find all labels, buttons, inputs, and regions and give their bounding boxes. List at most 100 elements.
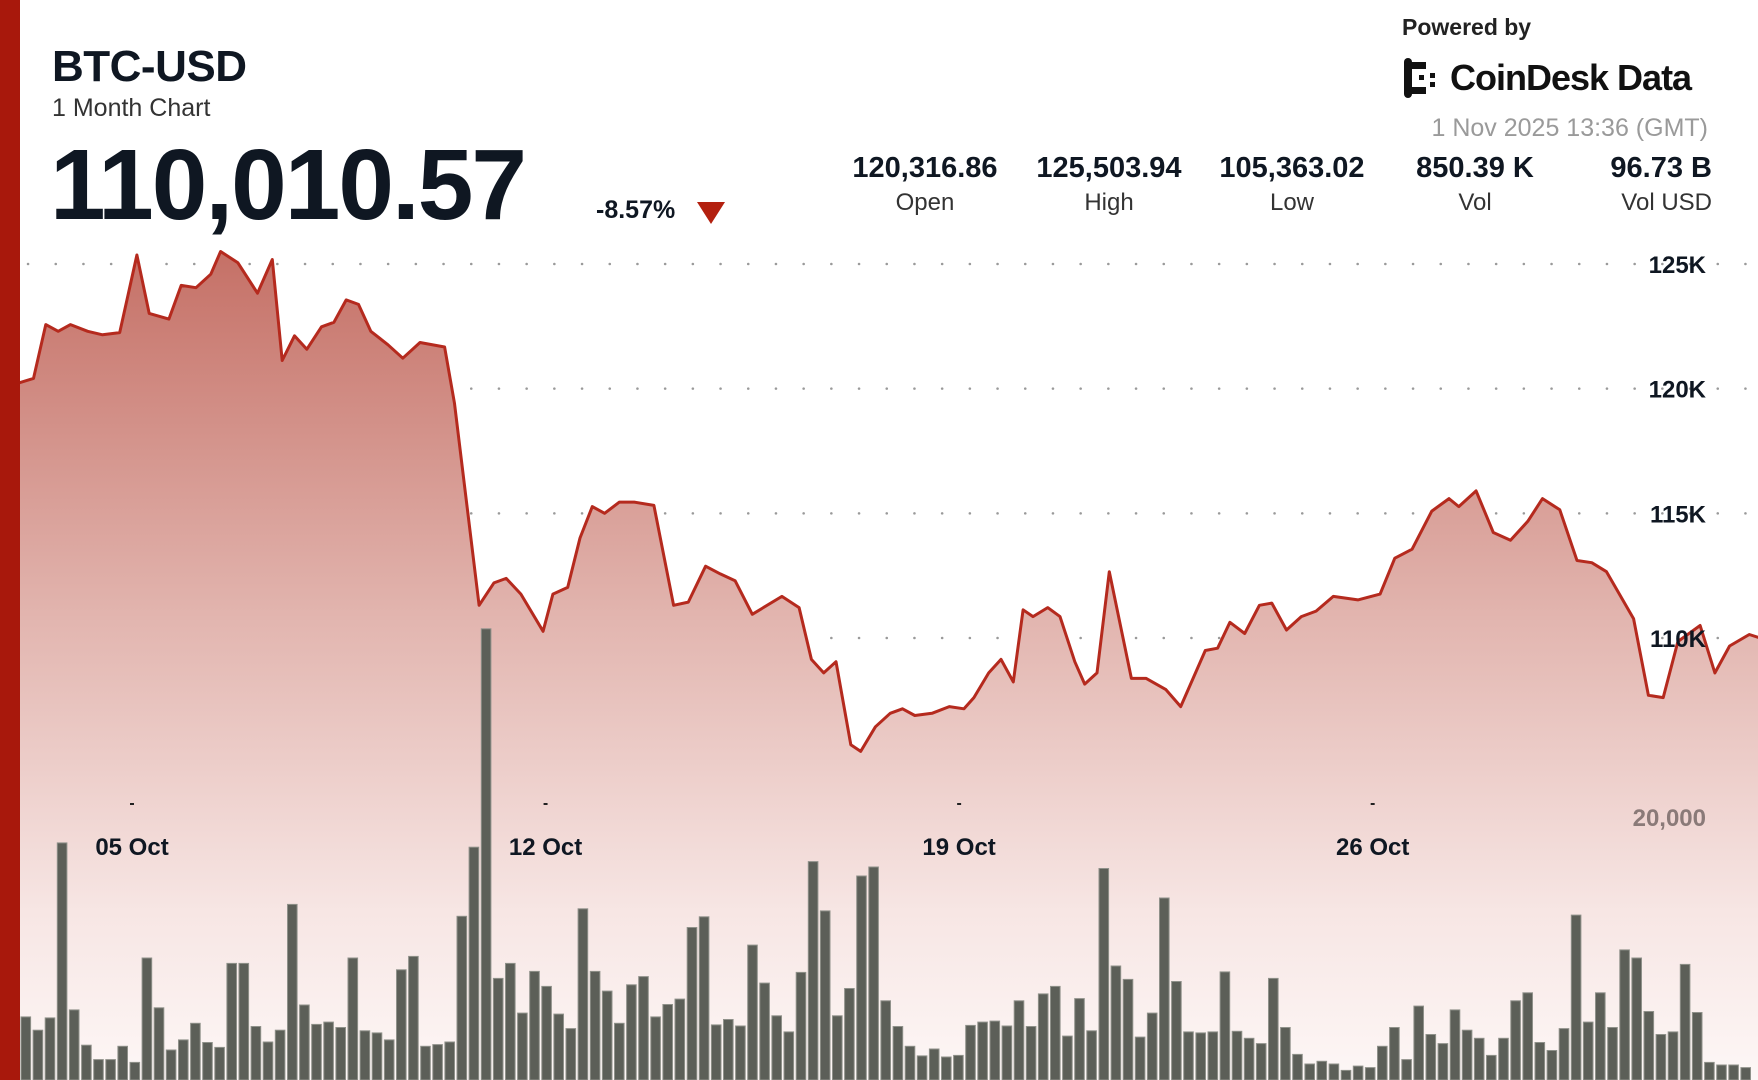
stat-vol: 850.39 K Vol bbox=[1405, 152, 1545, 217]
volume-bar bbox=[456, 915, 468, 1080]
volume-bar bbox=[1328, 1063, 1340, 1080]
volume-bar bbox=[371, 1032, 383, 1080]
volume-bar bbox=[214, 1046, 225, 1080]
volume-bar bbox=[1389, 1027, 1400, 1080]
volume-bar bbox=[1304, 1063, 1316, 1080]
symbol-title: BTC-USD bbox=[52, 42, 247, 91]
volume-bar bbox=[904, 1045, 916, 1080]
y-tick-label: 125K bbox=[1649, 252, 1707, 279]
volume-bar bbox=[1740, 1067, 1752, 1080]
volume-bar bbox=[662, 1004, 674, 1080]
volume-bar bbox=[1716, 1064, 1727, 1080]
volume-bar bbox=[965, 1024, 976, 1080]
volume-bar bbox=[1364, 1067, 1376, 1080]
volume-bar bbox=[1510, 1000, 1521, 1080]
volume-bar bbox=[832, 1015, 843, 1080]
volume-bar bbox=[492, 977, 504, 1080]
volume-bar bbox=[868, 866, 879, 1080]
volume-bar bbox=[626, 984, 637, 1080]
volume-bar bbox=[601, 990, 613, 1080]
volume-bar bbox=[1292, 1053, 1303, 1080]
volume-bar bbox=[1546, 1050, 1558, 1080]
volume-bar bbox=[1146, 1012, 1158, 1080]
volume-bar bbox=[190, 1022, 201, 1080]
volume-bar bbox=[1316, 1060, 1328, 1080]
volume-bar bbox=[335, 1027, 346, 1080]
volume-bar bbox=[650, 1016, 661, 1080]
volume-bar bbox=[347, 957, 359, 1080]
volume-bar bbox=[565, 1028, 577, 1080]
volume-bar bbox=[1728, 1064, 1739, 1080]
volume-bar bbox=[1643, 1011, 1655, 1080]
volume-bar bbox=[444, 1041, 455, 1080]
volume-bar bbox=[553, 1013, 565, 1080]
x-tick-label: 05 Oct bbox=[95, 834, 168, 861]
volume-bar bbox=[287, 903, 298, 1080]
volume-bar bbox=[1050, 985, 1061, 1080]
volume-bar bbox=[1243, 1037, 1255, 1080]
volume-bar bbox=[1025, 1026, 1037, 1080]
volume-bar bbox=[1558, 1028, 1570, 1080]
volume-bar bbox=[468, 846, 480, 1080]
volume-bar bbox=[735, 1025, 746, 1080]
volume-bar bbox=[408, 955, 419, 1080]
volume-bar bbox=[1679, 963, 1691, 1080]
y-tick-label: 120K bbox=[1649, 377, 1707, 404]
volume-bar bbox=[1219, 971, 1231, 1080]
volume-bar bbox=[178, 1039, 189, 1080]
volume-bar bbox=[1195, 1032, 1207, 1080]
volume-bar bbox=[977, 1021, 988, 1080]
volume-bar bbox=[1122, 978, 1134, 1080]
volume-bar bbox=[1570, 914, 1582, 1080]
volume-bar bbox=[1037, 993, 1049, 1080]
volume-bar bbox=[1631, 957, 1643, 1080]
volume-bar bbox=[311, 1023, 322, 1080]
volume-bar bbox=[1086, 1030, 1097, 1080]
price-line bbox=[18, 250, 1758, 753]
stat-label: Low bbox=[1269, 189, 1315, 216]
volume-bar bbox=[844, 988, 855, 1080]
volume-bar bbox=[1183, 1031, 1194, 1080]
volume-bar bbox=[1413, 1005, 1425, 1080]
volume-bar bbox=[1074, 998, 1085, 1080]
volume-bar bbox=[1595, 992, 1606, 1080]
volume-bar bbox=[250, 1026, 262, 1080]
volume-bar bbox=[1134, 1036, 1146, 1080]
volume-bar bbox=[674, 998, 686, 1080]
stat-high: 125,503.94 High bbox=[1030, 152, 1188, 217]
stat-value: 125,503.94 bbox=[1036, 152, 1182, 184]
volume-bar bbox=[1377, 1045, 1388, 1080]
volume-bar bbox=[93, 1059, 104, 1080]
volume-bar bbox=[1425, 1034, 1437, 1080]
x-tick-label: 26 Oct bbox=[1336, 834, 1409, 861]
data-timestamp: 1 Nov 2025 13:36 (GMT) bbox=[1431, 114, 1708, 142]
volume-bar bbox=[1255, 1043, 1267, 1080]
volume-bar bbox=[1268, 977, 1279, 1080]
volume-bar bbox=[1582, 1021, 1594, 1080]
volume-bar bbox=[1437, 1043, 1449, 1080]
volume-bar bbox=[589, 970, 601, 1080]
volume-bar bbox=[892, 1026, 904, 1080]
down-triangle-icon bbox=[697, 202, 725, 224]
volume-bar bbox=[32, 1029, 44, 1080]
volume-bars bbox=[20, 628, 1752, 1080]
volume-bar bbox=[1013, 1000, 1025, 1080]
stat-label: Vol bbox=[1458, 189, 1492, 216]
coindesk-data-logo: CoinDesk Data bbox=[1402, 56, 1692, 100]
volume-bar bbox=[928, 1048, 940, 1080]
volume-bar bbox=[1110, 965, 1122, 1080]
volume-bar bbox=[1607, 1027, 1618, 1080]
volume-bar bbox=[541, 985, 552, 1080]
volume-bar bbox=[1486, 1054, 1497, 1080]
powered-by-label: Powered by bbox=[1402, 14, 1532, 40]
volume-bar bbox=[1171, 981, 1182, 1080]
volume-bar bbox=[783, 1031, 795, 1080]
volume-bar bbox=[1522, 992, 1534, 1080]
volume-bar bbox=[1062, 1035, 1073, 1080]
volume-bar bbox=[129, 1061, 141, 1080]
volume-bar bbox=[480, 628, 492, 1080]
volume-bar bbox=[1231, 1030, 1243, 1080]
volume-bar bbox=[747, 944, 758, 1080]
volume-bar bbox=[1352, 1065, 1364, 1080]
volume-bar bbox=[1473, 1037, 1485, 1080]
